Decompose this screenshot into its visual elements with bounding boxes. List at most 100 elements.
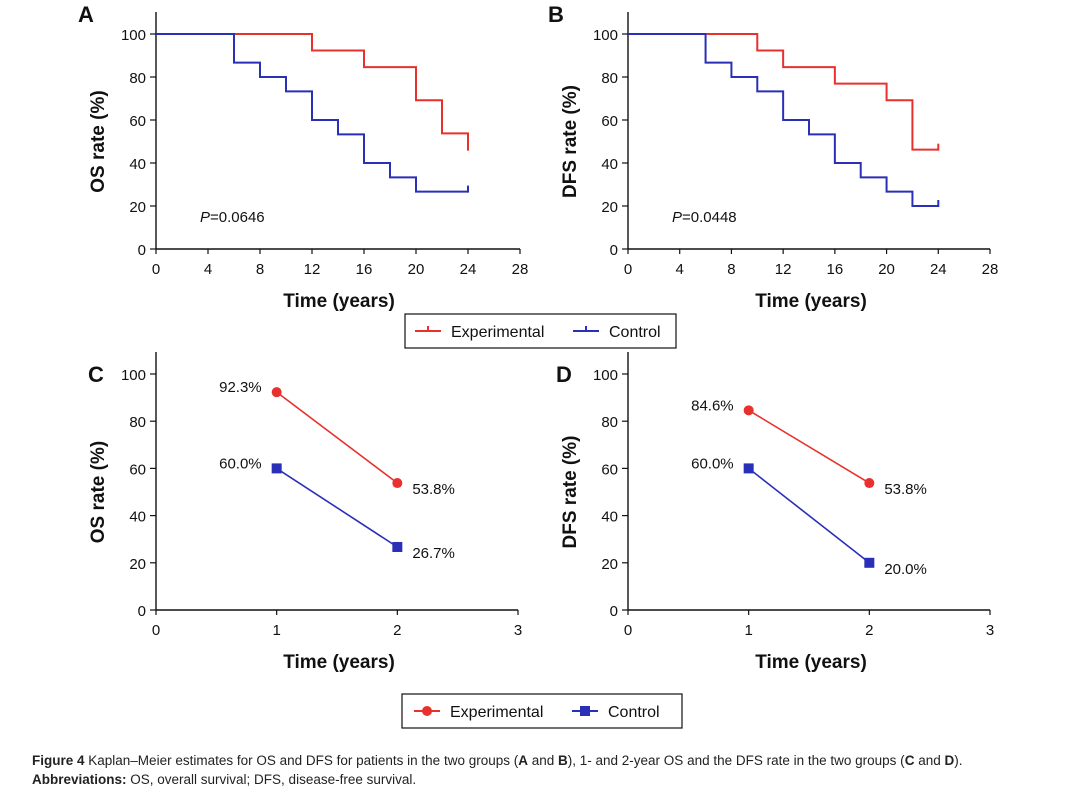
series-experimental-step-line: [156, 33, 469, 150]
caption-text-3: ), 1- and 2-year OS and the DFS rate in …: [567, 753, 905, 768]
series-experimental-point: [392, 478, 403, 489]
chart-panel-c: C 0 20 40 60 80 100 0 1 2 3 Time (years) OS rate (%)…: [88, 352, 522, 673]
panel-letter: D: [556, 362, 572, 387]
caption-bold-a: A: [518, 753, 528, 768]
data-label: 26.7%: [412, 545, 455, 562]
data-label: 53.8%: [412, 481, 455, 498]
y-axis-title: DFS rate (%): [560, 85, 581, 198]
chart-panel-b: B 0 20 40 60 80 100 0 4 8 12 16 20 24 28 Time (years) DF…: [548, 2, 998, 312]
series-experimental-line: [748, 409, 870, 484]
x-axis-title: Time (years): [755, 291, 867, 312]
p-value-annotation: P=0.0448: [672, 209, 737, 226]
x-axis-title: Time (years): [283, 652, 395, 673]
y-tick-label: 40: [601, 509, 618, 526]
data-label: 53.8%: [884, 481, 927, 498]
series-control-point: [271, 463, 282, 474]
y-tick-label: 80: [601, 414, 618, 431]
x-tick-label: 0: [152, 622, 160, 639]
x-tick-label: 8: [727, 261, 735, 278]
x-tick-label: 4: [204, 261, 212, 278]
legend-frame: [401, 693, 683, 729]
series-control-step-line: [628, 33, 939, 207]
legend-label-control: Control: [609, 324, 661, 341]
caption-bold-c: C: [904, 753, 915, 768]
x-tick-label: 12: [304, 261, 321, 278]
caption-bold-d: D: [944, 753, 955, 768]
y-tick-label: 20: [129, 199, 146, 216]
y-tick-label: 100: [121, 27, 146, 44]
y-tick-label: 100: [121, 367, 146, 384]
y-tick-label: 20: [129, 556, 146, 573]
x-tick-label: 2: [393, 622, 401, 639]
y-tick-label: 40: [601, 156, 618, 173]
y-tick-label: 100: [593, 367, 618, 384]
caption-abbrev-label: Abbreviations:: [32, 772, 127, 787]
legend-label-control: Control: [608, 704, 660, 721]
chart-panel-a: A 0 20 40 60 80 100 0 4 8 12 16 20 24 28 Time (years) OS…: [78, 2, 528, 312]
series-experimental-point: [271, 387, 282, 398]
y-tick-label: 0: [610, 242, 618, 259]
x-tick-label: 20: [878, 261, 895, 278]
legend-1: Experimental Control: [404, 313, 677, 349]
x-tick-label: 24: [930, 261, 947, 278]
y-tick-label: 100: [593, 27, 618, 44]
series-experimental-step-line: [628, 33, 939, 151]
series-control-point: [864, 557, 875, 568]
y-tick-label: 60: [129, 461, 146, 478]
y-tick-label: 0: [138, 603, 146, 620]
legend-frame: [404, 313, 677, 349]
series-experimental-point: [864, 478, 875, 489]
caption-text-4: and: [914, 753, 945, 768]
p-value-prefix: P: [672, 209, 682, 226]
data-label: 60.0%: [219, 455, 262, 472]
y-axis-title: OS rate (%): [88, 441, 109, 543]
data-label: 60.0%: [691, 455, 734, 472]
x-axis-title: Time (years): [755, 652, 867, 673]
y-tick-label: 40: [129, 156, 146, 173]
p-value-text: =0.0448: [682, 209, 737, 226]
y-tick-label: 40: [129, 509, 146, 526]
x-tick-label: 1: [272, 622, 280, 639]
data-label: 84.6%: [691, 397, 734, 414]
x-tick-label: 16: [827, 261, 844, 278]
y-tick-label: 0: [610, 603, 618, 620]
panel-letter: C: [88, 362, 104, 387]
p-value-text: =0.0646: [210, 209, 265, 226]
caption-abbrev-text: OS, overall survival; DFS, disease-free …: [126, 772, 417, 787]
x-tick-label: 1: [744, 622, 752, 639]
y-axis-title: OS rate (%): [88, 90, 109, 192]
legend-label-experimental: Experimental: [450, 704, 543, 721]
x-tick-label: 3: [514, 622, 522, 639]
x-tick-label: 0: [624, 261, 632, 278]
p-value-annotation: P=0.0646: [200, 209, 265, 226]
x-tick-label: 8: [256, 261, 264, 278]
legend-2: Experimental Control: [401, 693, 683, 729]
x-tick-label: 0: [152, 261, 160, 278]
p-value-prefix: P: [200, 209, 210, 226]
caption-figure-label: Figure 4: [32, 753, 85, 768]
caption-bold-b: B: [558, 753, 568, 768]
x-tick-label: 20: [408, 261, 425, 278]
y-tick-label: 80: [601, 70, 618, 87]
data-label: 20.0%: [884, 561, 927, 578]
panel-letter: A: [78, 2, 94, 27]
x-tick-label: 3: [986, 622, 994, 639]
y-tick-label: 20: [601, 556, 618, 573]
y-tick-label: 60: [601, 113, 618, 130]
y-tick-label: 60: [129, 113, 146, 130]
legend-marker-experimental: [422, 706, 432, 716]
y-tick-label: 0: [138, 242, 146, 259]
series-control-point: [392, 541, 403, 552]
series-control-line: [276, 467, 398, 548]
y-tick-label: 20: [601, 199, 618, 216]
panel-letter: B: [548, 2, 564, 27]
y-tick-label: 80: [129, 414, 146, 431]
x-tick-label: 0: [624, 622, 632, 639]
y-tick-label: 60: [601, 461, 618, 478]
x-tick-label: 28: [982, 261, 999, 278]
y-tick-label: 80: [129, 70, 146, 87]
x-tick-label: 24: [460, 261, 477, 278]
data-label: 92.3%: [219, 379, 262, 396]
series-control-point: [743, 463, 754, 474]
